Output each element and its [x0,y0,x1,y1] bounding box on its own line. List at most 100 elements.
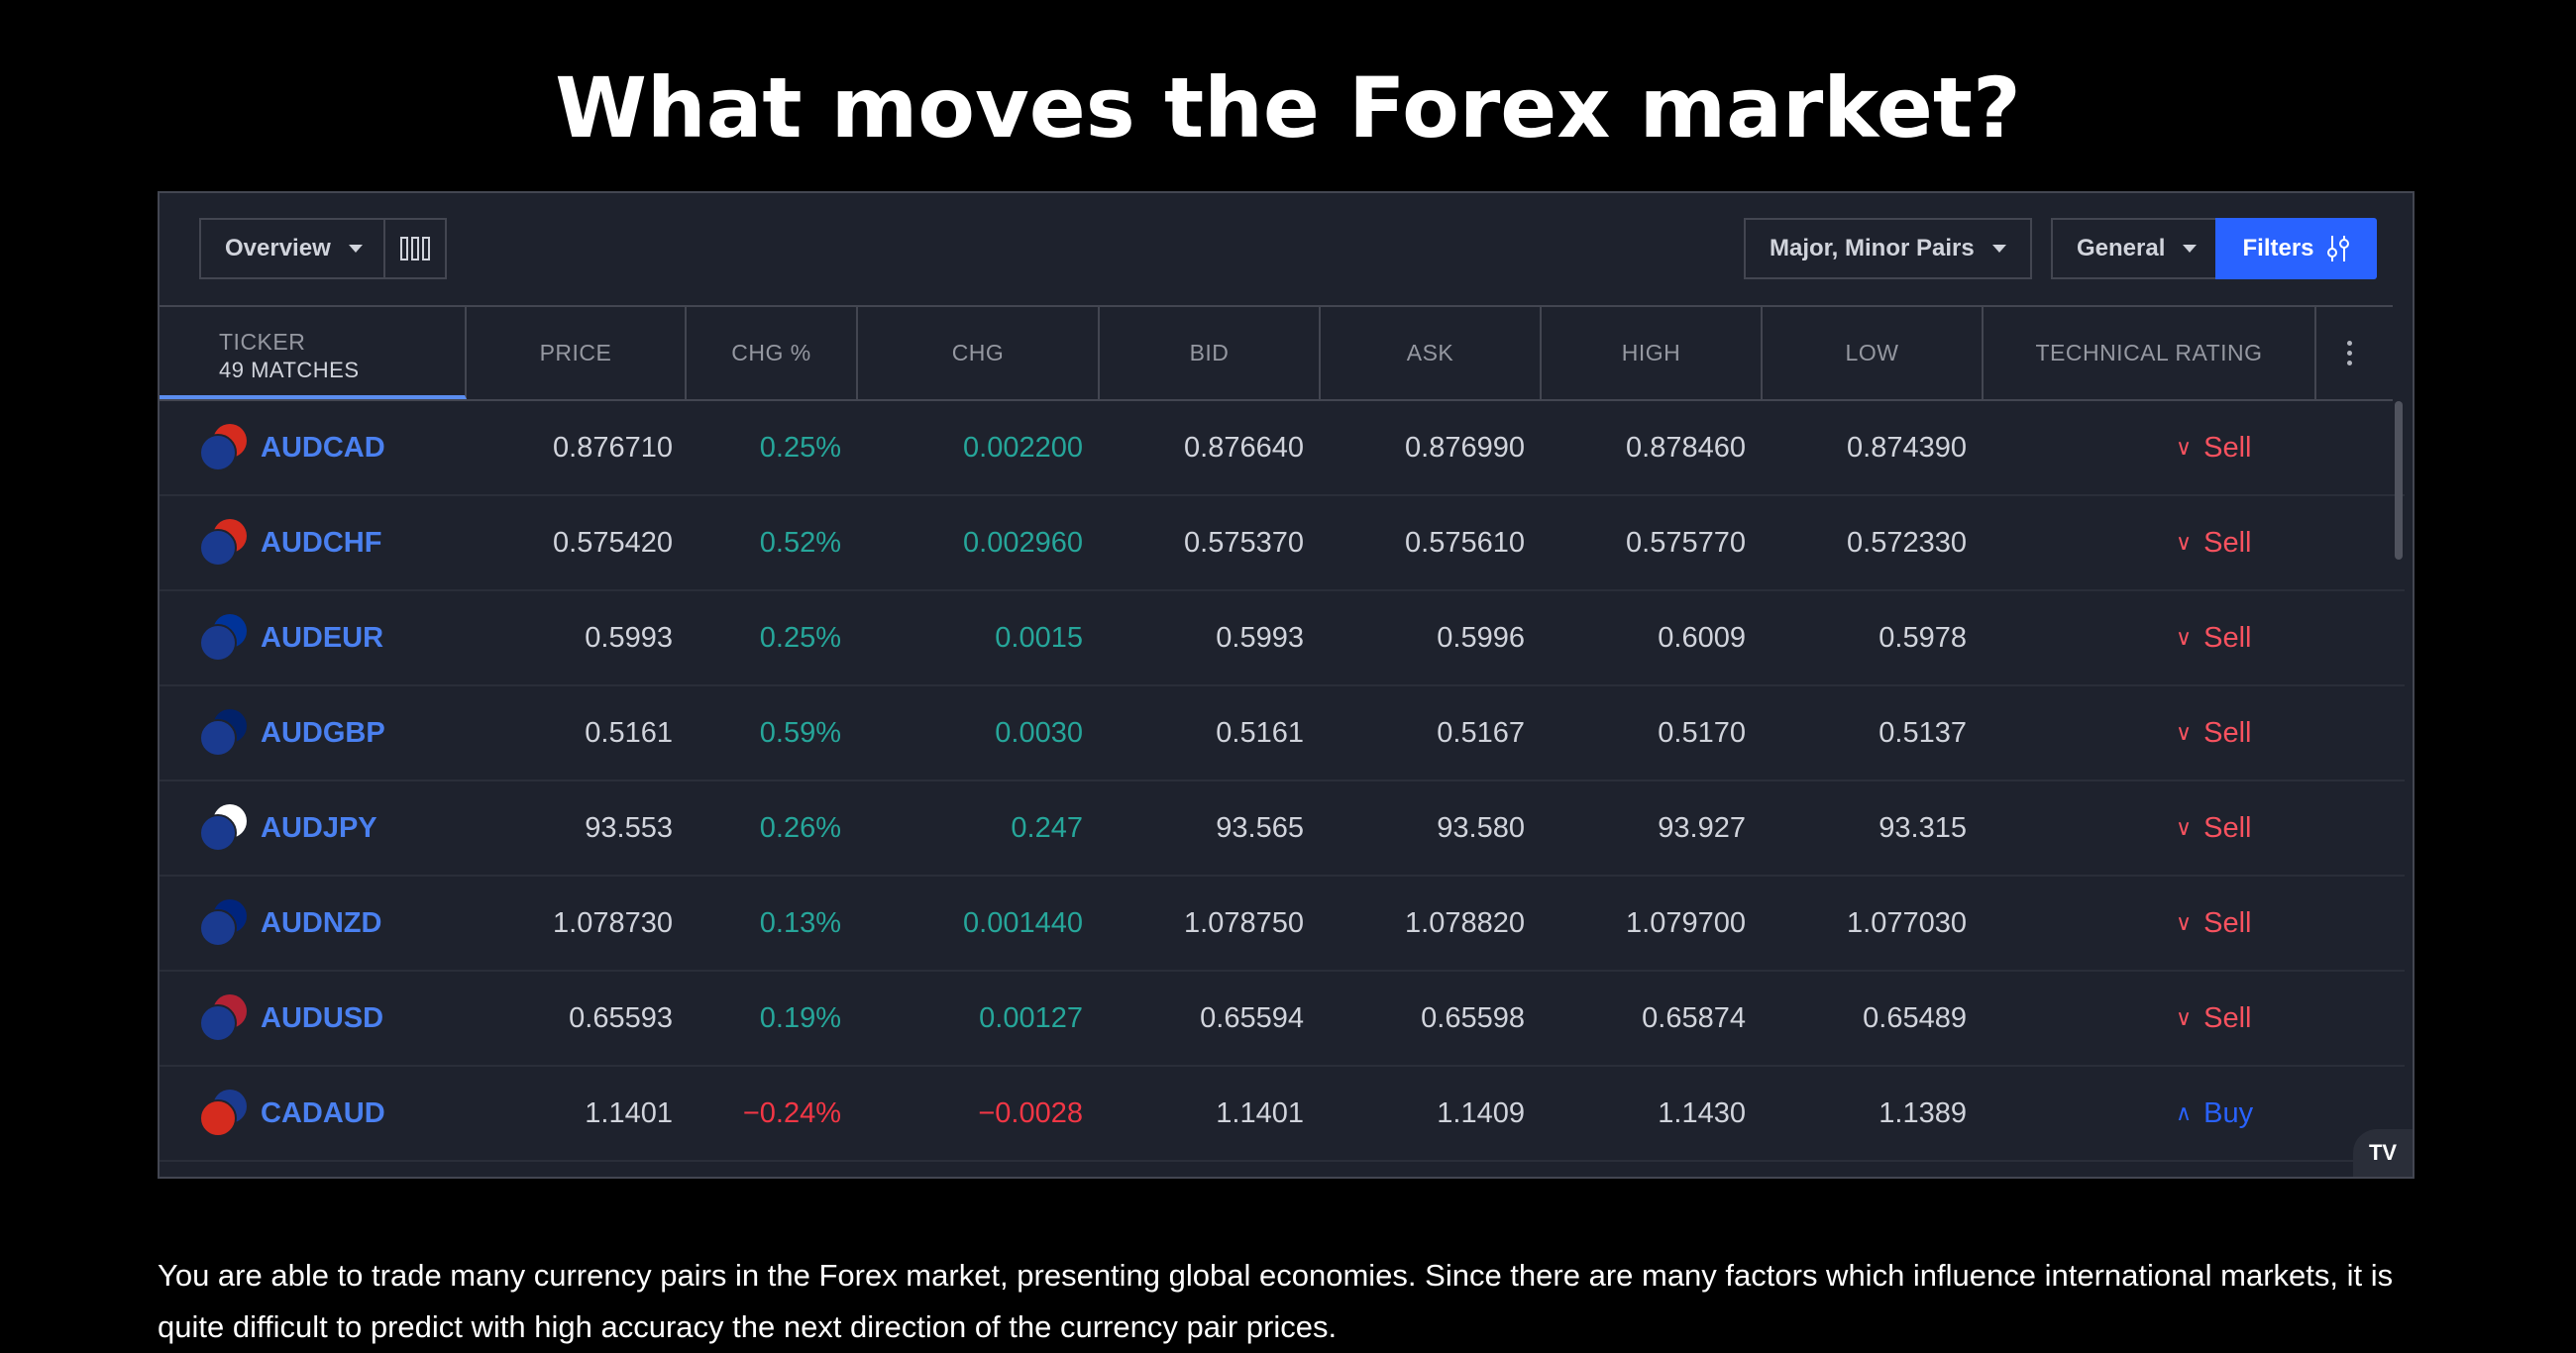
chevron-down-icon [348,245,363,253]
pairs-dropdown[interactable]: Major, Minor Pairs [1744,218,2032,279]
column-header-price[interactable]: PRICE [467,307,687,399]
ticker-cell[interactable]: CADAUD [199,1067,437,1160]
ticker-symbol[interactable]: AUDCAD [261,431,385,464]
table-header: TICKER 49 MATCHES PRICE CHG % CHG BID AS… [160,305,2393,401]
sliders-icon [2326,236,2349,261]
rating-label: Sell [2203,431,2252,464]
technical-rating-cell[interactable]: ∨ Sell [2176,686,2374,780]
currency-flag-icon [199,994,247,1042]
chg-cell: 0.001440 [963,906,1083,939]
column-header-ask[interactable]: ASK [1321,307,1542,399]
high-cell: 0.5170 [1658,716,1746,749]
chg-cell: 0.247 [1011,811,1083,844]
ticker-symbol[interactable]: AUDGBP [261,716,385,749]
table-row[interactable]: AUDCHF 0.575420 0.52% 0.002960 0.575370 0.575… [160,496,2405,591]
chevron-down-icon [1991,245,2006,253]
low-cell: 93.315 [1878,811,1967,844]
column-settings-menu-icon[interactable] [2309,307,2389,399]
low-cell: 1.077030 [1847,906,1967,939]
technical-rating-cell[interactable]: ∨ Sell [2176,972,2374,1065]
column-header-ticker[interactable]: TICKER 49 MATCHES [160,307,467,399]
chg-pct-cell: 0.26% [759,811,841,844]
table-row[interactable]: AUDNZD 1.078730 0.13% 0.001440 1.078750 1.078… [160,877,2405,972]
table-row[interactable]: AUDEUR 0.5993 0.25% 0.0015 0.5993 0.5996 0.600… [160,591,2405,686]
ticker-cell[interactable]: AUDCHF [199,496,437,589]
table-row[interactable]: CADAUD 1.1401 −0.24% −0.0028 1.1401 1.1409 1.1… [160,1067,2405,1162]
ticker-symbol[interactable]: AUDEUR [261,621,384,654]
ticker-cell[interactable]: AUDUSD [199,972,437,1065]
scrollbar[interactable] [2395,401,2403,560]
ticker-symbol[interactable]: CADAUD [261,1096,385,1129]
filters-button[interactable]: Filters [2215,218,2377,279]
ticker-symbol[interactable]: AUDJPY [261,811,377,844]
ticker-cell[interactable]: AUDGBP [199,686,437,780]
price-cell: 1.1401 [585,1096,673,1129]
column-header-bid[interactable]: BID [1100,307,1321,399]
currency-flag-icon [199,614,247,662]
low-cell: 0.572330 [1847,526,1967,559]
ask-cell: 0.65598 [1421,1001,1525,1034]
chg-pct-cell: 0.25% [759,431,841,464]
high-cell: 0.6009 [1658,621,1746,654]
chevron-up-icon: ∧ [2176,1100,2193,1125]
bid-cell: 1.078750 [1184,906,1304,939]
pairs-dropdown-label: Major, Minor Pairs [1770,235,1975,261]
chg-pct-cell: 0.13% [759,906,841,939]
table-body: AUDCAD 0.876710 0.25% 0.002200 0.876640 0.876… [160,401,2405,1162]
page-title: What moves the Forex market? [555,59,2021,156]
chevron-down-icon [2183,245,2198,253]
ticker-cell[interactable]: AUDCAD [199,401,437,494]
technical-rating-cell[interactable]: ∨ Sell [2176,496,2374,589]
ticker-symbol[interactable]: AUDNZD [261,906,382,939]
low-cell: 0.874390 [1847,431,1967,464]
chg-cell: 0.002200 [963,431,1083,464]
ticker-symbol[interactable]: AUDCHF [261,526,382,559]
column-header-high[interactable]: HIGH [1542,307,1763,399]
chg-cell: 0.0015 [995,621,1083,654]
ticker-header-label: TICKER [219,329,306,355]
chevron-down-icon: ∨ [2176,625,2193,650]
column-header-chg-pct[interactable]: CHG % [687,307,858,399]
low-cell: 1.1389 [1878,1096,1967,1129]
low-cell: 0.5978 [1878,621,1967,654]
bid-cell: 0.5993 [1216,621,1304,654]
high-cell: 1.1430 [1658,1096,1746,1129]
ticker-cell[interactable]: AUDEUR [199,591,437,684]
technical-rating-cell[interactable]: ∨ Sell [2176,781,2374,875]
table-row[interactable]: AUDUSD 0.65593 0.19% 0.00127 0.65594 0.65598 0… [160,972,2405,1067]
table-row[interactable]: AUDCAD 0.876710 0.25% 0.002200 0.876640 0.876… [160,401,2405,496]
ask-cell: 1.078820 [1405,906,1525,939]
low-cell: 0.65489 [1863,1001,1967,1034]
chg-cell: 0.0030 [995,716,1083,749]
column-layout-button[interactable] [383,218,447,279]
tradingview-logo-icon[interactable]: TV [2353,1129,2413,1177]
technical-rating-cell[interactable]: ∨ Sell [2176,877,2374,970]
general-dropdown[interactable]: General [2051,218,2217,279]
technical-rating-cell[interactable]: ∨ Sell [2176,591,2374,684]
technical-rating-cell[interactable]: ∨ Sell [2176,401,2374,494]
toolbar: Overview Major, Minor Pairs General Filt… [160,193,2413,305]
column-header-chg[interactable]: CHG [858,307,1100,399]
rating-label: Sell [2203,906,2252,939]
ticker-cell[interactable]: AUDNZD [199,877,437,970]
rating-label: Buy [2203,1096,2254,1129]
chevron-down-icon: ∨ [2176,910,2193,935]
chg-pct-cell: −0.24% [742,1096,841,1129]
rating-label: Sell [2203,811,2252,844]
column-header-technical-rating[interactable]: TECHNICAL RATING [1984,307,2316,399]
rating-label: Sell [2203,621,2252,654]
chevron-down-icon: ∨ [2176,815,2193,840]
table-row[interactable]: AUDGBP 0.5161 0.59% 0.0030 0.5161 0.5167 0.517… [160,686,2405,781]
columns-icon [400,237,430,260]
column-header-low[interactable]: LOW [1763,307,1984,399]
high-cell: 0.575770 [1626,526,1746,559]
ticker-symbol[interactable]: AUDUSD [261,1001,384,1034]
ticker-cell[interactable]: AUDJPY [199,781,437,875]
table-row[interactable]: AUDJPY 93.553 0.26% 0.247 93.565 93.580 93.927… [160,781,2405,877]
view-dropdown[interactable]: Overview [199,218,385,279]
forex-screener-widget: Overview Major, Minor Pairs General Filt… [158,191,2415,1179]
bid-cell: 93.565 [1216,811,1304,844]
bid-cell: 1.1401 [1216,1096,1304,1129]
technical-rating-cell[interactable]: ∧ Buy [2176,1067,2374,1160]
